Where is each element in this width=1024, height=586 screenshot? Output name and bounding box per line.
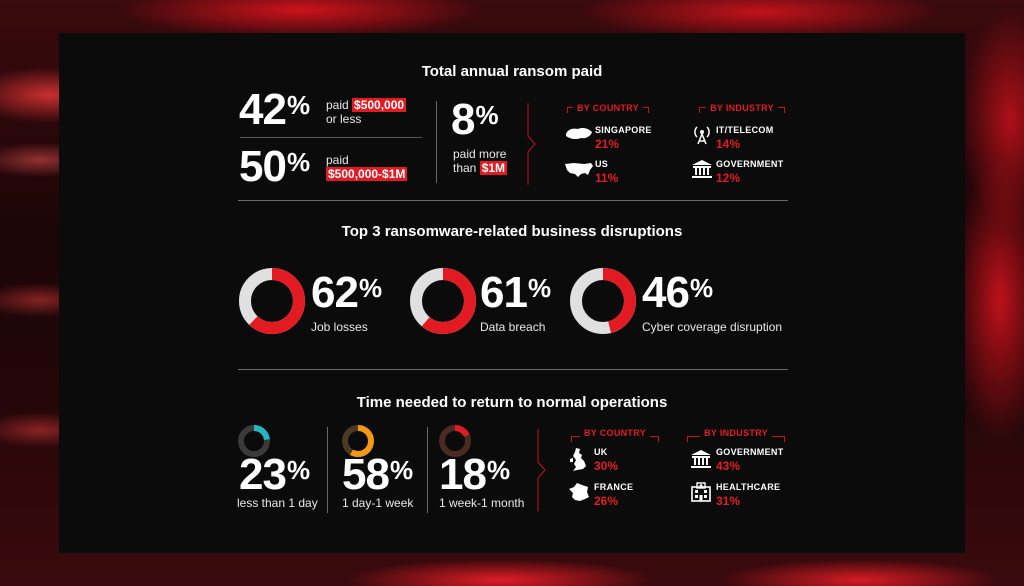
section-divider: [238, 200, 788, 201]
divider: [327, 427, 328, 513]
donut-value-arc: [342, 425, 374, 457]
country-name: US: [595, 159, 609, 169]
disruption-donut-0: [239, 268, 305, 334]
stat-8-value: 8%: [451, 95, 499, 144]
country-value: 26%: [594, 494, 619, 508]
stat-50-value: 50%: [239, 142, 310, 191]
disruption-value: 46%: [642, 268, 713, 317]
time-label: 1 week-1 month: [439, 496, 525, 510]
donut-value-arc: [439, 425, 471, 457]
industry-name: IT/TELECOM: [716, 125, 774, 135]
time-donut-2: [439, 425, 471, 457]
donut-value-arc: [570, 268, 636, 334]
country-value: 30%: [594, 459, 619, 473]
country-value: 21%: [595, 137, 620, 151]
stat-42-highlight: $500,000: [352, 98, 407, 112]
section-divider: [238, 369, 788, 370]
time-value: 18%: [439, 450, 510, 499]
divider: [240, 137, 422, 138]
by-industry-tag: BY INDUSTRY: [699, 103, 785, 113]
disruption-label: Data breach: [480, 320, 546, 334]
disruption-donut-2: [570, 268, 636, 334]
disruption-value: 62%: [311, 268, 382, 317]
stat-50-highlight: $500,000-$1M: [326, 167, 408, 181]
section1-title: Total annual ransom paid: [421, 63, 603, 80]
divider: [427, 427, 428, 513]
disruption-value: 61%: [480, 268, 551, 317]
donut-value-arc: [410, 268, 476, 334]
uk-map-icon: [570, 448, 586, 471]
disruption-donut-1: [410, 268, 476, 334]
stat-42-value: 42%: [239, 85, 310, 134]
country-name: FRANCE: [594, 482, 634, 492]
time-value: 23%: [239, 450, 310, 499]
chevron-divider: [537, 429, 546, 511]
industry-value: 14%: [716, 137, 741, 151]
time-donut-1: [342, 425, 374, 457]
stat-8-label: paid more than $1M: [453, 147, 508, 175]
divider: [436, 101, 437, 183]
chevron-divider: [527, 103, 536, 185]
time-value: 58%: [342, 450, 413, 499]
industry-value: 12%: [716, 171, 741, 185]
industry-value: 43%: [716, 459, 741, 473]
country-name: UK: [594, 447, 608, 457]
hospital-building-icon: [691, 482, 711, 502]
stat-42-label: paid $500,000 or less: [326, 98, 407, 126]
infographic-panel: Total annual ransom paid 42% paid $500,0…: [59, 33, 965, 553]
us-map-icon: [565, 163, 593, 177]
government-building-icon: [691, 450, 711, 468]
industry-name: GOVERNMENT: [716, 447, 784, 457]
donut-value-arc: [239, 268, 305, 334]
singapore-map-icon: [566, 128, 592, 140]
section3-title: Time needed to return to normal operatio…: [356, 394, 668, 411]
disruption-label: Job losses: [311, 320, 368, 334]
time-donut-0: [238, 425, 270, 457]
industry-name: HEALTHCARE: [716, 482, 781, 492]
by-country-tag: BY COUNTRY: [567, 103, 649, 113]
stat-8-highlight: $1M: [479, 161, 508, 175]
industry-value: 31%: [716, 494, 741, 508]
antenna-tower-icon: [694, 126, 710, 145]
by-industry-tag: BY INDUSTRY: [687, 428, 785, 438]
donut-value-arc: [238, 425, 270, 457]
time-label: 1 day-1 week: [342, 496, 414, 510]
disruption-label: Cyber coverage disruption: [642, 320, 783, 334]
time-label: less than 1 day: [237, 496, 318, 510]
government-building-icon: [692, 160, 712, 178]
stat-50-label: paid $500,000-$1M: [326, 153, 408, 181]
france-map-icon: [569, 483, 589, 501]
industry-name: GOVERNMENT: [716, 159, 784, 169]
by-country-tag: BY COUNTRY: [571, 428, 659, 438]
section2-title: Top 3 ransomware-related business disrup…: [341, 223, 683, 240]
country-value: 11%: [595, 171, 619, 185]
country-name: SINGAPORE: [595, 125, 652, 135]
